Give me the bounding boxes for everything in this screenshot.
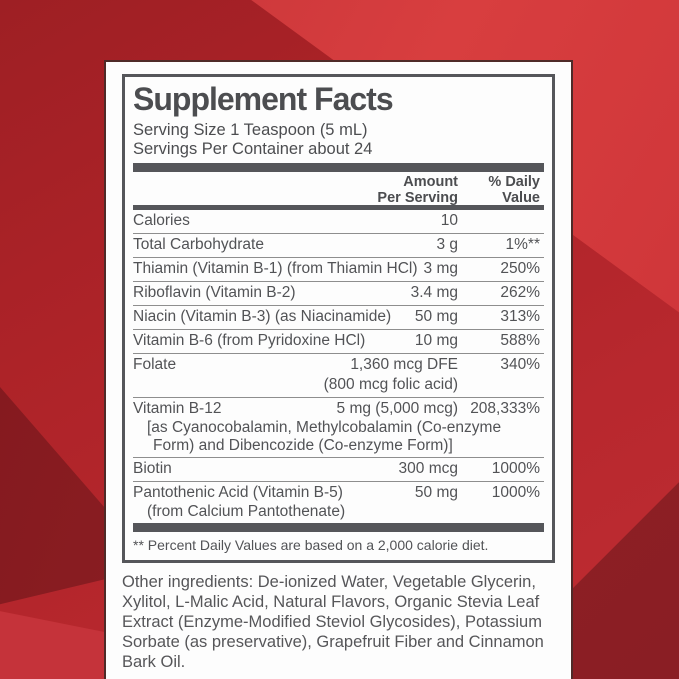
table-row-calories: Calories 10 [133, 210, 544, 235]
supplement-facts-box: Supplement Facts Serving Size 1 Teaspoon… [122, 74, 555, 564]
nutrient-detail-line: Form) and Dibencozide (Co-enzyme Form)] [153, 437, 453, 455]
supplement-label-card: Supplement Facts Serving Size 1 Teaspoon… [104, 60, 573, 679]
table-row-vitamin-b12: Vitamin B-12 5 mg (5,000 mcg) 208,333% [… [133, 398, 544, 459]
nutrient-name: Total Carbohydrate [133, 236, 264, 254]
header-dv-line1: % Daily [488, 174, 540, 191]
table-header: Amount Per Serving % Daily Value [133, 172, 544, 206]
nutrient-amount: 3 g [436, 236, 458, 254]
divider-bar-top [133, 163, 544, 173]
table-row-riboflavin: Riboflavin (Vitamin B-2) 3.4 mg 262% [133, 282, 544, 307]
table-row-niacin: Niacin (Vitamin B-3) (as Niacinamide) 50… [133, 306, 544, 331]
nutrient-amount: 50 mg [414, 484, 458, 502]
nutrient-daily-value: 1000% [491, 484, 540, 502]
nutrient-daily-value: 340% [500, 356, 540, 374]
nutrient-daily-value: 1%** [505, 236, 540, 254]
nutrient-detail-line: (from Calcium Pantothenate) [147, 503, 346, 521]
other-ingredients: Other ingredients: De-ionized Water, Veg… [122, 573, 544, 672]
serving-size: Serving Size 1 Teaspoon (5 mL) [133, 120, 368, 139]
nutrient-amount: 3.4 mg [410, 284, 458, 302]
table-row-vitamin-b6: Vitamin B-6 (from Pyridoxine HCl) 10 mg … [133, 330, 544, 355]
table-row-pantothenic-acid: Pantothenic Acid (Vitamin B-5) 50 mg 100… [133, 482, 544, 523]
nutrient-daily-value: 262% [500, 284, 540, 302]
nutrient-daily-value: 1000% [491, 460, 540, 478]
header-amount-per-serving: Amount Per Serving [377, 174, 458, 206]
servings-per-container: Servings Per Container about 24 [133, 140, 373, 159]
nutrient-amount: 50 mg [414, 308, 458, 326]
table-row-total-carbohydrate: Total Carbohydrate 3 g 1%** [133, 234, 544, 259]
nutrient-amount: 10 mg [414, 332, 458, 350]
table-row-folate: Folate 1,360 mcg DFE (800 mcg folic acid)… [133, 354, 544, 399]
nutrient-amount: 300 mcg [398, 460, 458, 478]
supplement-facts-title: Supplement Facts [133, 81, 394, 117]
nutrient-amount: 10 [440, 212, 458, 230]
nutrient-table: Calories 10 Total Carbohydrate 3 g 1%** … [133, 210, 544, 523]
nutrient-amount: 3 mg [423, 260, 458, 278]
table-row-biotin: Biotin 300 mcg 1000% [133, 458, 544, 483]
nutrient-detail-line: [as Cyanocobalamin, Methylcobalamin (Co-… [147, 419, 502, 437]
header-amount-line1: Amount [403, 174, 458, 191]
nutrient-name: Folate [133, 356, 177, 374]
nutrient-name: Calories [133, 212, 190, 230]
divider-bar-bottom [133, 523, 544, 533]
nutrient-name: Biotin [133, 460, 172, 478]
nutrient-name: Vitamin B-12 [133, 400, 222, 418]
nutrient-daily-value: 208,333% [470, 400, 540, 418]
nutrient-amount: 1,360 mcg DFE (800 mcg folic acid) [323, 356, 458, 394]
nutrient-daily-value: 250% [500, 260, 540, 278]
nutrient-name: Pantothenic Acid (Vitamin B-5) [133, 484, 343, 502]
nutrient-name: Vitamin B-6 (from Pyridoxine HCl) [133, 332, 366, 350]
header-dv-line2: Value [502, 190, 540, 207]
divider-bar-header [133, 205, 544, 211]
nutrient-daily-value: 588% [500, 332, 540, 350]
header-amount-line2: Per Serving [377, 190, 458, 207]
nutrient-name: Thiamin (Vitamin B-1) (from Thiamin HCl) [133, 260, 418, 278]
daily-value-footnote: ** Percent Daily Values are based on a 2… [133, 537, 489, 554]
nutrient-daily-value: 313% [500, 308, 540, 326]
header-daily-value: % Daily Value [488, 174, 540, 206]
nutrient-name: Niacin (Vitamin B-3) (as Niacinamide) [133, 308, 392, 326]
nutrient-amount-line2: (800 mcg folic acid) [323, 376, 458, 394]
table-row-thiamin: Thiamin (Vitamin B-1) (from Thiamin HCl)… [133, 258, 544, 283]
nutrient-name: Riboflavin (Vitamin B-2) [133, 284, 296, 302]
nutrient-amount: 5 mg (5,000 mcg) [336, 400, 458, 418]
